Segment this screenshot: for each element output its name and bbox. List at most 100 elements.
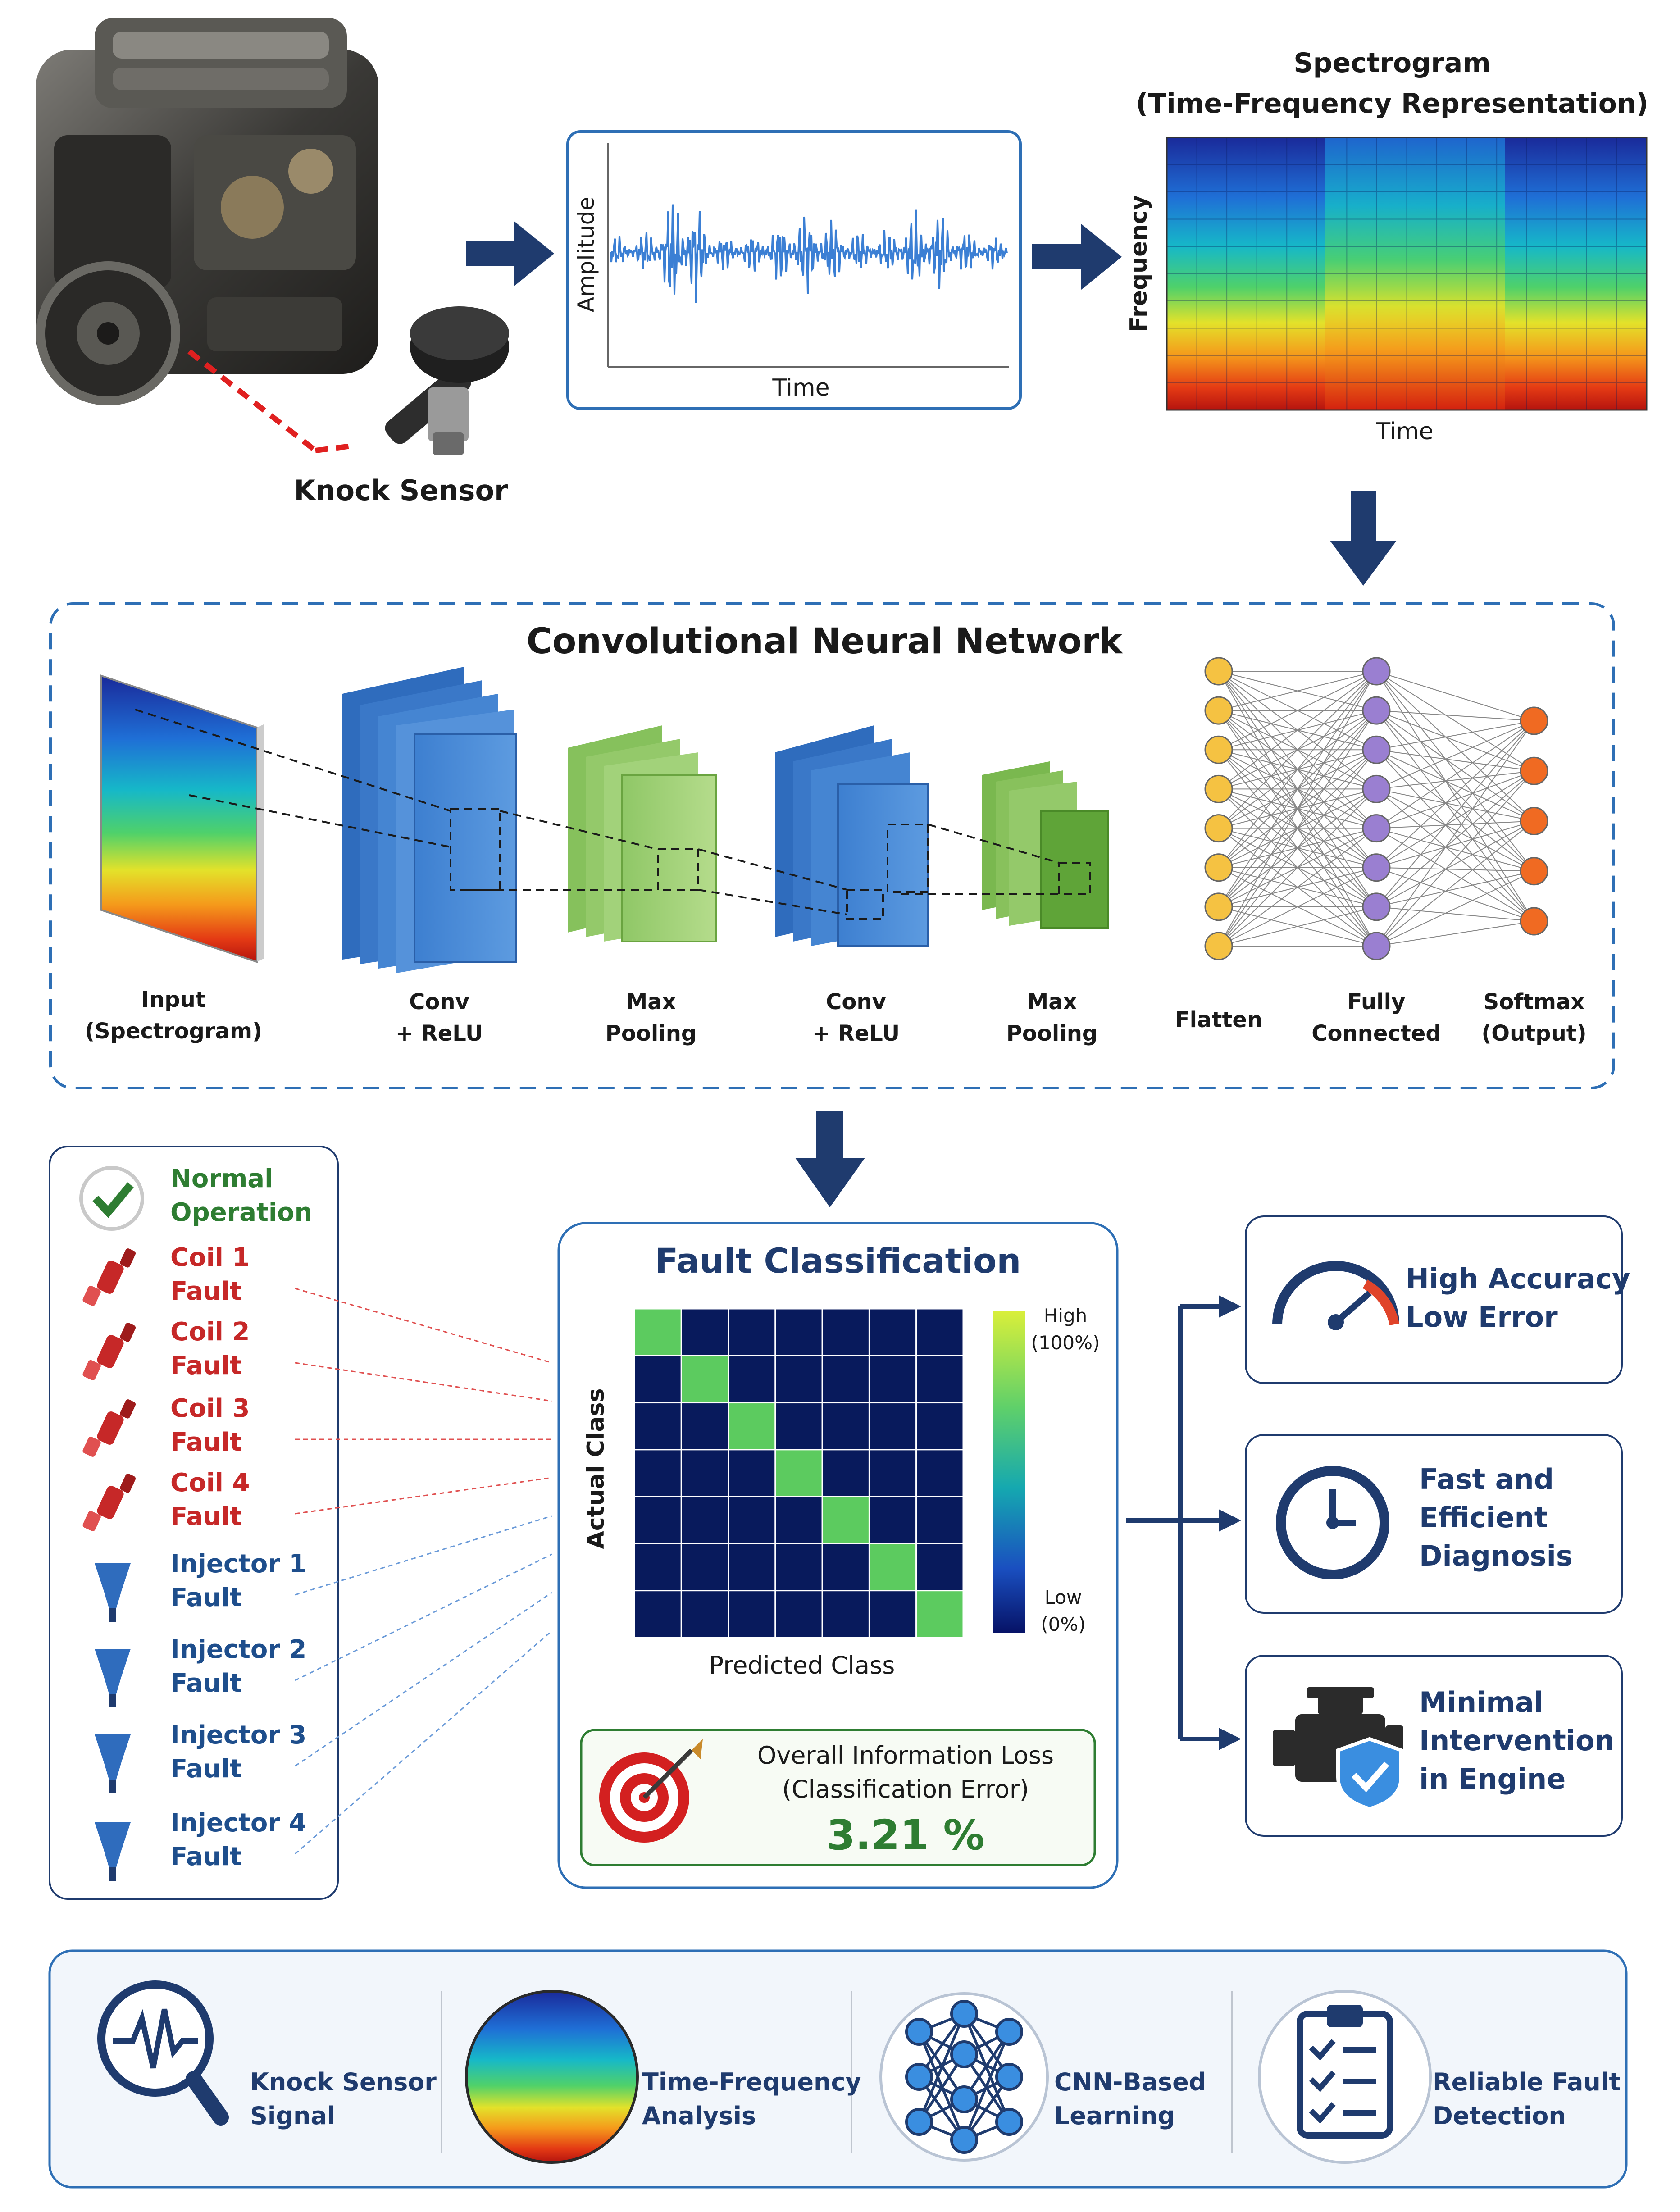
benefit-minimal-line1: Minimal (1419, 1686, 1543, 1719)
matrix-cell (915, 1449, 964, 1497)
injector-nozzle (109, 1694, 116, 1707)
fault-class-item: Normal Operation (79, 1164, 312, 1231)
colorbar-high-pct: (100%) (1031, 1332, 1100, 1354)
loss-line1: Overall Information Loss (757, 1741, 1054, 1770)
colorbar-high: High (1044, 1305, 1088, 1327)
fc-edge (1376, 770, 1534, 790)
fc-edge (1218, 671, 1377, 790)
fault-class-line2: Fault (170, 1842, 242, 1871)
fault-classification-title: Fault Classification (655, 1241, 1021, 1281)
benefit-fast-line3: Diagnosis (1419, 1539, 1573, 1572)
fc-edge (1376, 720, 1534, 947)
coil-boot (82, 1360, 101, 1380)
matrix-cell (868, 1449, 917, 1497)
spectrogram-ylabel: Frequency (1125, 195, 1152, 332)
fc-edge (1218, 671, 1377, 868)
summary-signal-line2: Signal (250, 2102, 335, 2130)
cnn-label-flatten: Flatten (1175, 1007, 1262, 1033)
matrix-cell (680, 1402, 729, 1451)
matrix-cell (774, 1355, 823, 1404)
fc-edge (1376, 770, 1534, 868)
fault-class-line1: Injector 1 (170, 1549, 306, 1579)
waveform-panel (566, 130, 1022, 410)
matrix-cell-diagonal (821, 1496, 870, 1544)
fault-class-line1: Coil 4 (170, 1468, 250, 1497)
cnn-label-softmax-2: (Output) (1481, 1021, 1586, 1046)
fc-node (1362, 932, 1391, 960)
cnn-receptive-field-lines (135, 709, 1091, 920)
fault-class-line1: Injector 4 (170, 1808, 306, 1838)
matrix-cell (774, 1402, 823, 1451)
matrix-cell (915, 1355, 964, 1404)
fc-edge (1376, 788, 1534, 822)
matrix-cell (821, 1355, 870, 1404)
cnn-label-pool2-1: Max (1027, 989, 1077, 1015)
summary-signal-line1: Knock Sensor (250, 2068, 437, 2096)
fault-connector-line (295, 1477, 552, 1515)
fc-edge (1218, 749, 1377, 947)
fault-class-line2: Fault (170, 1351, 242, 1380)
output-node (1520, 907, 1548, 936)
fuel-injector-icon (95, 1563, 131, 1608)
flow-arrow-2 (1032, 224, 1122, 290)
matrix-cell (821, 1402, 870, 1451)
matrix-cell (868, 1402, 917, 1451)
cnn-label-fc-1: Fully (1348, 989, 1406, 1015)
matrix-cell (680, 1590, 729, 1639)
matrix-ylabel: Actual Class (583, 1388, 610, 1549)
coil-cap (120, 1248, 136, 1268)
fc-edge (1218, 906, 1377, 947)
cnn-label-pool1-1: Max (626, 989, 676, 1015)
cnn-title: Convolutional Neural Network (527, 621, 1124, 662)
check-icon (79, 1166, 144, 1231)
cnn-panel (49, 602, 1615, 1089)
fc-edge (1376, 749, 1534, 872)
signal-magnifier-icon (97, 1980, 229, 2126)
matrix-cell (633, 1449, 682, 1497)
fuel-injector-icon (95, 1822, 131, 1867)
spectrogram-title-line1: Spectrogram (1293, 47, 1490, 79)
fc-edge (1376, 788, 1534, 922)
matrix-colorbar (993, 1311, 1025, 1633)
fc-edge (1376, 749, 1534, 822)
fc-edge (1376, 671, 1534, 772)
cnn-conv-block-2 (775, 725, 929, 947)
injector-nozzle (109, 1608, 116, 1622)
benefit-accuracy-line1: High Accuracy (1406, 1262, 1630, 1295)
cnn-label-conv2-2: + ReLU (812, 1021, 900, 1046)
fc-edge (1376, 710, 1534, 721)
fault-connector-line (295, 1592, 552, 1767)
matrix-cell (633, 1355, 682, 1404)
summary-cnn-line2: Learning (1054, 2102, 1175, 2130)
summary-detect-line2: Detection (1433, 2102, 1566, 2130)
fc-edge (1218, 788, 1377, 947)
fault-connector-line (295, 1362, 552, 1402)
fuel-injector-icon (95, 1734, 131, 1780)
fault-class-line1: Coil 3 (170, 1394, 250, 1423)
fc-edge (1376, 749, 1534, 772)
cnn-layer-labels: Input (Spectrogram) Conv + ReLU Max Pool… (85, 987, 1587, 1046)
flow-arrow-1 (466, 221, 554, 287)
fc-edge (1376, 710, 1534, 872)
spectrogram-image (1166, 137, 1648, 411)
nn-icon-node (950, 2040, 978, 2068)
flow-arrow-3 (1330, 491, 1397, 586)
fc-edge (1376, 820, 1534, 947)
fc-edge (1218, 671, 1377, 907)
cnn-label-pool2-2: Pooling (1006, 1021, 1098, 1046)
summary-cnn-line1: CNN-Based (1054, 2068, 1206, 2096)
fc-node (1362, 814, 1391, 843)
cnn-conv-block-1 (342, 667, 517, 973)
spectrogram-disc-icon (465, 1990, 639, 2164)
fc-edge (1376, 720, 1534, 751)
fault-connector-line (295, 1553, 552, 1681)
matrix-cell-diagonal (915, 1590, 964, 1639)
matrix-cell (728, 1308, 776, 1356)
output-node (1520, 756, 1548, 785)
fuel-injector-icon (95, 1649, 131, 1694)
fc-node (1362, 696, 1391, 725)
fault-class-line1: Coil 2 (170, 1317, 250, 1347)
fc-edge (1218, 671, 1377, 751)
fc-edge (1376, 720, 1534, 907)
